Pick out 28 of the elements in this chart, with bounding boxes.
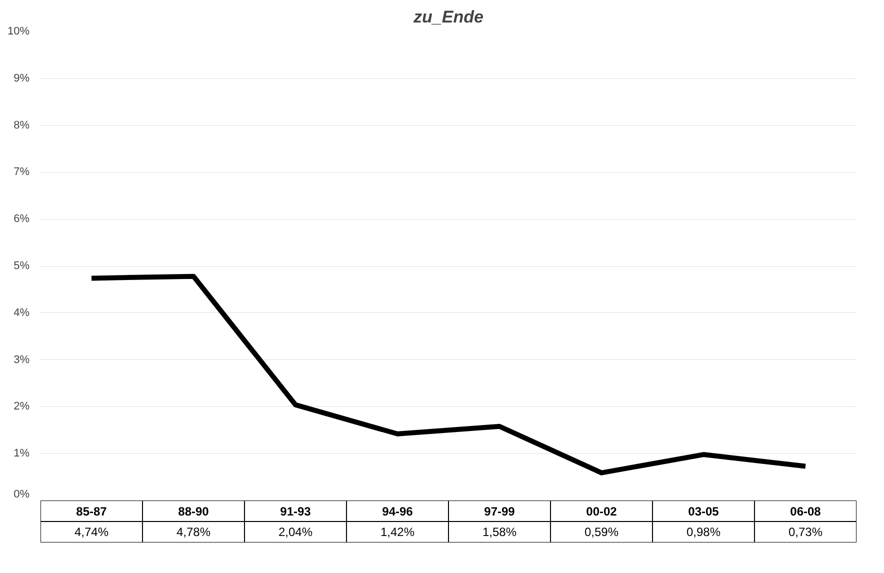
x-tick-label: 06-08 (790, 504, 822, 518)
y-tick-label: 2% (14, 400, 30, 413)
x-tick-label: 85-87 (76, 504, 108, 518)
y-tick-label: 10% (7, 26, 30, 38)
data-label: 0,59% (584, 525, 619, 539)
x-tick-label: 88-90 (178, 504, 210, 518)
x-tick-label: 00-02 (586, 504, 618, 518)
chart-title: zu_Ende (412, 8, 484, 26)
data-label: 4,74% (74, 525, 109, 539)
y-tick-label: 7% (14, 166, 30, 178)
y-tick-label: 8% (14, 119, 30, 132)
x-tick-label: 91-93 (280, 504, 312, 518)
y-tick-label: 1% (14, 448, 30, 460)
y-tick-label: 0% (14, 488, 30, 500)
y-tick-label: 5% (14, 260, 30, 272)
data-label: 0,98% (686, 525, 721, 539)
data-label: 4,78% (176, 525, 211, 539)
y-tick-label: 4% (14, 306, 30, 319)
x-tick-label: 97-99 (484, 504, 516, 518)
y-tick-label: 3% (14, 354, 30, 366)
y-tick-label: 9% (14, 72, 30, 84)
data-label: 2,04% (278, 525, 313, 539)
x-tick-label: 94-96 (382, 504, 414, 518)
y-tick-label: 6% (14, 213, 30, 226)
data-label: 1,58% (482, 525, 517, 539)
x-tick-label: 03-05 (688, 504, 720, 518)
data-label: 0,73% (788, 525, 823, 539)
data-label: 1,42% (380, 525, 415, 539)
